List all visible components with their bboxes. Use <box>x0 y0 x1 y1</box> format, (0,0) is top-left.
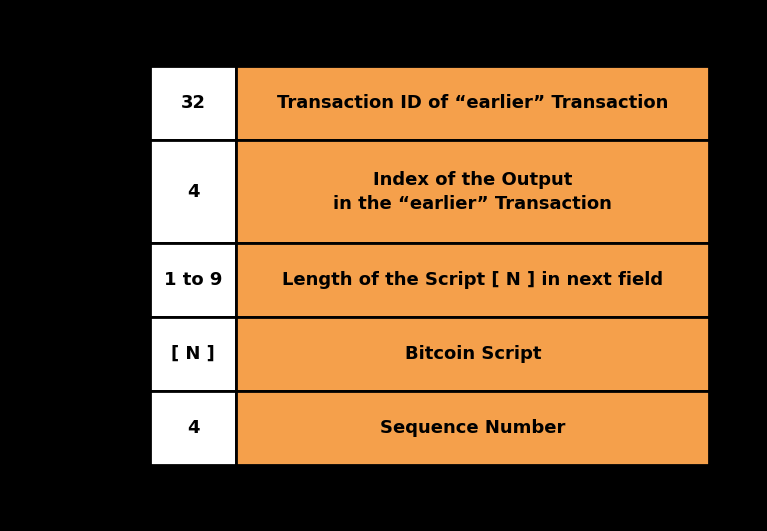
Text: 1 to 9: 1 to 9 <box>164 271 222 289</box>
Bar <box>236 391 709 465</box>
Text: Bitcoin Script: Bitcoin Script <box>405 345 542 363</box>
Text: Length of the Script [ N ] in next field: Length of the Script [ N ] in next field <box>282 271 663 289</box>
Bar <box>150 391 236 465</box>
Bar <box>236 243 709 317</box>
Text: Transaction ID of “earlier” Transaction: Transaction ID of “earlier” Transaction <box>277 94 669 112</box>
Bar <box>150 66 236 140</box>
Text: 4: 4 <box>186 419 199 437</box>
Text: Index of the Output
in the “earlier” Transaction: Index of the Output in the “earlier” Tra… <box>334 171 612 212</box>
Text: 4: 4 <box>186 183 199 201</box>
Bar <box>150 243 236 317</box>
Bar <box>150 317 236 391</box>
Bar <box>236 317 709 391</box>
Bar <box>236 66 709 140</box>
Bar <box>236 140 709 243</box>
Text: 32: 32 <box>180 94 206 112</box>
Bar <box>150 140 236 243</box>
Text: Sequence Number: Sequence Number <box>380 419 565 437</box>
Text: [ N ]: [ N ] <box>171 345 215 363</box>
